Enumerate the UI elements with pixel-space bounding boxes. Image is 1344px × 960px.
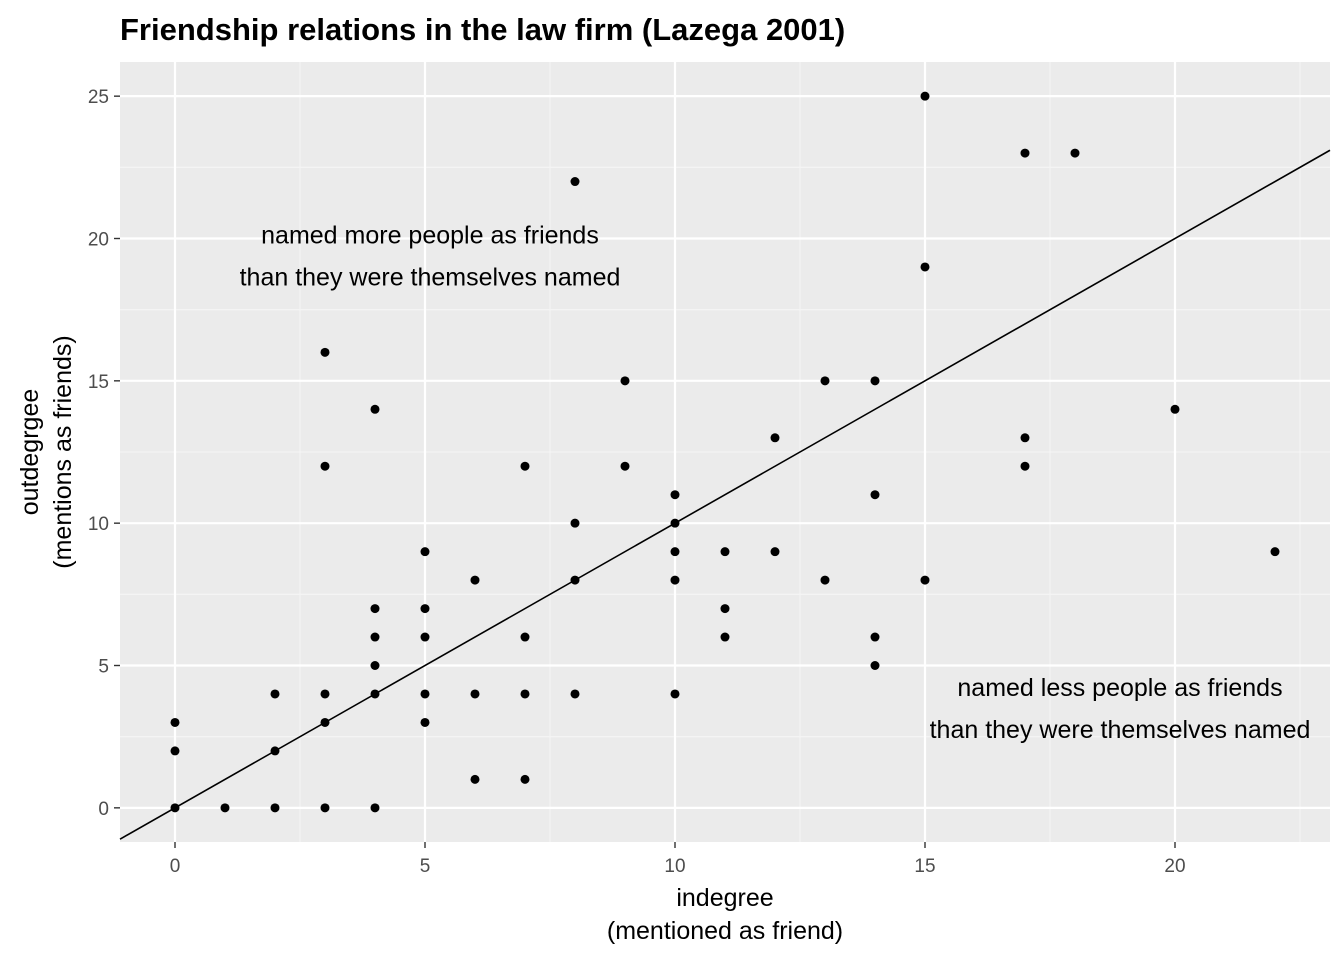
data-point <box>1270 547 1280 557</box>
reference-line <box>119 149 1331 840</box>
data-point <box>320 803 330 813</box>
y-tick-label: 5 <box>98 657 109 678</box>
data-point <box>670 490 680 500</box>
data-point <box>520 774 530 784</box>
data-point <box>170 746 180 756</box>
data-point <box>920 262 930 272</box>
annotation-2-line-2: than they were themselves named <box>930 716 1311 744</box>
x-axis-label-line-1: indegree <box>676 884 773 912</box>
data-point <box>770 433 780 443</box>
annotation-2-line-1: named less people as friends <box>957 674 1282 702</box>
data-point <box>820 575 830 585</box>
data-point <box>470 774 480 784</box>
x-tick-label: 0 <box>170 856 181 877</box>
data-point <box>370 803 380 813</box>
y-tick-label: 20 <box>88 229 109 250</box>
data-point <box>670 689 680 699</box>
data-point <box>1020 148 1030 158</box>
data-point <box>1020 433 1030 443</box>
data-point <box>1020 461 1030 471</box>
data-point <box>420 604 430 614</box>
data-point <box>870 376 880 386</box>
chart-title: Friendship relations in the law firm (La… <box>120 12 845 47</box>
data-point <box>1170 404 1180 414</box>
data-point <box>620 461 630 471</box>
data-point <box>620 376 630 386</box>
data-point <box>420 547 430 557</box>
data-points <box>170 91 1280 813</box>
data-point <box>570 518 580 528</box>
y-axis-label-line-1: outdegrgee <box>16 389 44 516</box>
y-tick-label: 0 <box>98 799 109 820</box>
x-axis-ticks: 0 5 10 15 20 <box>170 842 1186 877</box>
data-point <box>470 575 480 585</box>
data-point <box>870 490 880 500</box>
data-point <box>220 803 230 813</box>
data-point <box>370 604 380 614</box>
data-point <box>770 547 780 557</box>
y-tick-label: 25 <box>88 87 109 108</box>
data-point <box>870 632 880 642</box>
data-point <box>370 632 380 642</box>
data-point <box>720 632 730 642</box>
data-point <box>320 461 330 471</box>
data-point <box>520 461 530 471</box>
reference-line-layer <box>119 149 1331 840</box>
data-point <box>170 717 180 727</box>
data-point <box>570 689 580 699</box>
data-point <box>670 575 680 585</box>
data-point <box>320 689 330 699</box>
x-tick-label: 10 <box>664 856 685 877</box>
data-point <box>720 604 730 614</box>
data-point <box>820 376 830 386</box>
data-point <box>470 689 480 699</box>
y-axis-label-line-2: (mentions as friends) <box>49 335 77 568</box>
x-tick-label: 15 <box>914 856 935 877</box>
annotations: named more people as friends than they we… <box>240 222 1311 745</box>
data-point <box>920 91 930 101</box>
data-point <box>370 404 380 414</box>
data-point <box>320 347 330 357</box>
data-point <box>670 547 680 557</box>
data-point <box>420 689 430 699</box>
data-point <box>420 717 430 727</box>
data-point <box>570 177 580 187</box>
data-point <box>420 632 430 642</box>
data-point <box>720 547 730 557</box>
annotation-1-line-1: named more people as friends <box>261 222 599 250</box>
x-tick-label: 5 <box>420 856 431 877</box>
x-axis-label-line-2: (mentioned as friend) <box>607 917 843 945</box>
data-point <box>270 689 280 699</box>
data-point <box>370 661 380 671</box>
annotation-1-line-2: than they were themselves named <box>240 264 621 292</box>
data-point <box>520 689 530 699</box>
data-point <box>870 661 880 671</box>
data-point <box>920 575 930 585</box>
data-point <box>1070 148 1080 158</box>
y-tick-label: 10 <box>88 514 109 535</box>
data-point <box>520 632 530 642</box>
data-point <box>270 803 280 813</box>
y-axis-ticks: 0 5 10 15 20 25 <box>88 87 120 820</box>
y-tick-label: 15 <box>88 372 109 393</box>
x-tick-label: 20 <box>1164 856 1185 877</box>
